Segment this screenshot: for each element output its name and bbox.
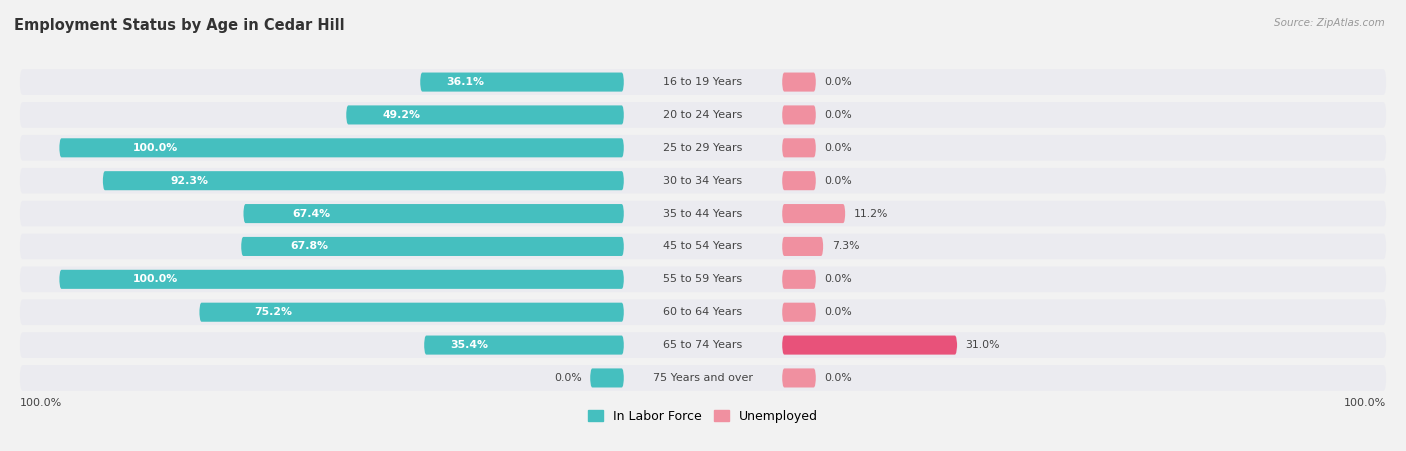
Text: Employment Status by Age in Cedar Hill: Employment Status by Age in Cedar Hill xyxy=(14,18,344,33)
FancyBboxPatch shape xyxy=(20,102,1386,128)
Text: 35 to 44 Years: 35 to 44 Years xyxy=(664,208,742,219)
FancyBboxPatch shape xyxy=(240,237,624,256)
Text: 30 to 34 Years: 30 to 34 Years xyxy=(664,176,742,186)
Text: 0.0%: 0.0% xyxy=(824,307,852,317)
FancyBboxPatch shape xyxy=(20,168,1386,193)
Text: 55 to 59 Years: 55 to 59 Years xyxy=(664,274,742,284)
FancyBboxPatch shape xyxy=(782,368,815,387)
Text: 49.2%: 49.2% xyxy=(382,110,420,120)
Text: 60 to 64 Years: 60 to 64 Years xyxy=(664,307,742,317)
Text: 0.0%: 0.0% xyxy=(824,176,852,186)
Text: 11.2%: 11.2% xyxy=(853,208,889,219)
Text: 0.0%: 0.0% xyxy=(824,143,852,153)
FancyBboxPatch shape xyxy=(20,69,1386,95)
Text: 7.3%: 7.3% xyxy=(832,241,859,252)
Text: 35.4%: 35.4% xyxy=(450,340,488,350)
FancyBboxPatch shape xyxy=(782,336,957,354)
FancyBboxPatch shape xyxy=(20,267,1386,292)
Text: 0.0%: 0.0% xyxy=(824,373,852,383)
Text: 0.0%: 0.0% xyxy=(554,373,582,383)
Text: Source: ZipAtlas.com: Source: ZipAtlas.com xyxy=(1274,18,1385,28)
Text: 0.0%: 0.0% xyxy=(824,110,852,120)
Text: 45 to 54 Years: 45 to 54 Years xyxy=(664,241,742,252)
Text: 100.0%: 100.0% xyxy=(20,398,62,408)
Text: 67.4%: 67.4% xyxy=(292,208,330,219)
FancyBboxPatch shape xyxy=(782,73,815,92)
FancyBboxPatch shape xyxy=(425,336,624,354)
Text: 0.0%: 0.0% xyxy=(824,274,852,284)
FancyBboxPatch shape xyxy=(20,332,1386,358)
FancyBboxPatch shape xyxy=(20,365,1386,391)
FancyBboxPatch shape xyxy=(200,303,624,322)
Text: 67.8%: 67.8% xyxy=(291,241,329,252)
Text: 31.0%: 31.0% xyxy=(966,340,1000,350)
Text: 65 to 74 Years: 65 to 74 Years xyxy=(664,340,742,350)
FancyBboxPatch shape xyxy=(782,303,815,322)
Text: 100.0%: 100.0% xyxy=(132,143,179,153)
Text: 100.0%: 100.0% xyxy=(132,274,179,284)
FancyBboxPatch shape xyxy=(782,106,815,124)
FancyBboxPatch shape xyxy=(59,138,624,157)
FancyBboxPatch shape xyxy=(20,201,1386,226)
FancyBboxPatch shape xyxy=(243,204,624,223)
FancyBboxPatch shape xyxy=(591,368,624,387)
FancyBboxPatch shape xyxy=(782,171,815,190)
FancyBboxPatch shape xyxy=(59,270,624,289)
Text: 25 to 29 Years: 25 to 29 Years xyxy=(664,143,742,153)
FancyBboxPatch shape xyxy=(346,106,624,124)
FancyBboxPatch shape xyxy=(420,73,624,92)
FancyBboxPatch shape xyxy=(20,234,1386,259)
FancyBboxPatch shape xyxy=(782,270,815,289)
FancyBboxPatch shape xyxy=(782,138,815,157)
Text: 20 to 24 Years: 20 to 24 Years xyxy=(664,110,742,120)
FancyBboxPatch shape xyxy=(782,237,824,256)
Text: 36.1%: 36.1% xyxy=(447,77,485,87)
Text: 75 Years and over: 75 Years and over xyxy=(652,373,754,383)
Text: 75.2%: 75.2% xyxy=(254,307,292,317)
FancyBboxPatch shape xyxy=(782,204,845,223)
Text: 100.0%: 100.0% xyxy=(1344,398,1386,408)
FancyBboxPatch shape xyxy=(103,171,624,190)
Legend: In Labor Force, Unemployed: In Labor Force, Unemployed xyxy=(583,405,823,428)
FancyBboxPatch shape xyxy=(20,299,1386,325)
Text: 92.3%: 92.3% xyxy=(170,176,208,186)
Text: 16 to 19 Years: 16 to 19 Years xyxy=(664,77,742,87)
Text: 0.0%: 0.0% xyxy=(824,77,852,87)
FancyBboxPatch shape xyxy=(20,135,1386,161)
